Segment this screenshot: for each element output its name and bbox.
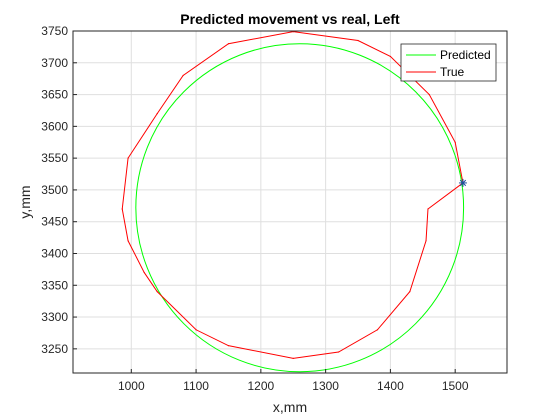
true-point <box>227 345 230 347</box>
y-tick-label: 3600 <box>41 119 68 133</box>
true-point <box>195 329 197 331</box>
legend-box <box>400 43 497 82</box>
true-point <box>409 291 411 293</box>
true-point <box>156 291 158 293</box>
true-point <box>389 55 392 58</box>
y-tick-label: 3750 <box>41 24 68 38</box>
legend-predicted-label: Predicted <box>440 48 491 62</box>
y-tick-label: 3250 <box>41 342 68 356</box>
x-tick-label: 1400 <box>377 379 404 393</box>
x-tick-label: 1200 <box>247 379 274 393</box>
true-point <box>337 351 340 353</box>
axes-box <box>72 30 508 374</box>
y-tick-label: 3450 <box>41 215 68 229</box>
y-tick-label: 3550 <box>41 151 68 165</box>
axes-background <box>73 31 507 373</box>
y-tick-label: 3650 <box>41 88 68 102</box>
position-marker <box>458 178 467 187</box>
legend: Predicted True <box>400 43 497 82</box>
true-point <box>156 113 158 115</box>
true-point <box>427 208 429 210</box>
true-point <box>143 271 145 274</box>
legend-true-label: True <box>440 65 465 79</box>
true-point <box>292 357 294 359</box>
y-axis-label: y,mm <box>17 185 33 218</box>
grid <box>73 30 507 373</box>
x-tick-label: 1500 <box>442 379 469 393</box>
true-point <box>357 39 359 42</box>
true-point <box>182 74 184 77</box>
true-point <box>227 43 230 45</box>
series-predicted-line <box>135 43 465 373</box>
marker-stroke <box>459 179 467 187</box>
series-layer <box>121 31 467 373</box>
x-tick-label: 1000 <box>118 379 145 393</box>
y-tick-label: 3300 <box>41 310 68 324</box>
chart-title: Predicted movement vs real, Left <box>180 11 400 27</box>
true-point <box>454 141 456 143</box>
true-point <box>425 240 427 242</box>
x-tick-label: 1100 <box>183 379 209 393</box>
x-tick-label: 1300 <box>312 379 339 393</box>
x-axis-label: x,mm <box>273 399 307 415</box>
y-tick-label: 3400 <box>41 246 68 260</box>
y-tick-label: 3350 <box>41 278 68 292</box>
true-point <box>428 93 430 96</box>
y-tick-label: 3500 <box>41 183 68 197</box>
true-point <box>127 240 129 242</box>
plot-area: 1000 1100 1200 1300 1400 1500 3250 3300 3350 340… <box>41 24 508 393</box>
true-point <box>121 208 123 210</box>
true-point <box>376 329 379 331</box>
x-ticks: 1000 1100 1200 1300 1400 1500 <box>118 369 469 393</box>
y-tick-label: 3700 <box>41 56 68 70</box>
y-ticks: 3250 3300 3350 3400 3450 3500 3550 3600 3650 3700… <box>41 24 77 356</box>
true-point <box>127 157 129 159</box>
